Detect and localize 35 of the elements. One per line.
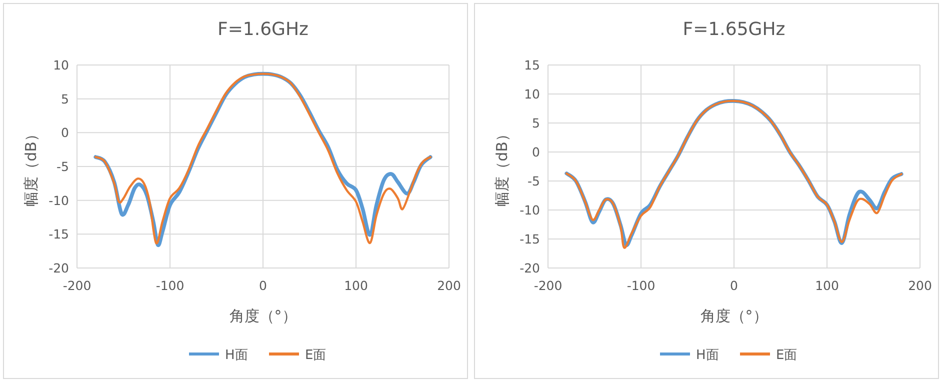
legend-label: E面 xyxy=(305,348,326,363)
ytick: -15 xyxy=(520,232,540,246)
xlabel: 角度（°） xyxy=(700,307,768,325)
ytick: 15 xyxy=(524,58,540,72)
ytick: 5 xyxy=(61,91,69,106)
xtick: -200 xyxy=(534,278,562,293)
ytick: -5 xyxy=(56,159,69,174)
ytick: -20 xyxy=(48,260,69,276)
ylabel: 幅度（dB） xyxy=(493,126,511,206)
xtick: -100 xyxy=(626,278,656,293)
title: F=1.65GHz xyxy=(682,19,786,40)
ytick: -20 xyxy=(520,260,540,276)
legend-label: H面 xyxy=(696,348,719,363)
ytick: -5 xyxy=(528,174,540,188)
ytick: 10 xyxy=(524,86,540,102)
xtick: 200 xyxy=(908,278,932,293)
legend-label: E面 xyxy=(776,348,798,363)
xlabel: 角度（°） xyxy=(229,307,297,325)
ytick: 0 xyxy=(532,144,540,160)
xtick: -200 xyxy=(62,278,92,293)
legend-label: H面 xyxy=(225,348,248,363)
xtick: 100 xyxy=(815,278,839,293)
xtick: 100 xyxy=(344,278,368,293)
ytick: -10 xyxy=(48,192,69,208)
ytick: -15 xyxy=(48,226,69,242)
xtick: 0 xyxy=(259,278,267,293)
ytick: 10 xyxy=(53,58,69,72)
ytick: 5 xyxy=(532,116,540,130)
xtick: 200 xyxy=(437,278,461,293)
ytick: 0 xyxy=(61,125,69,140)
xtick: 0 xyxy=(730,278,738,293)
xtick: -100 xyxy=(156,278,184,293)
title: F=1.6GHz xyxy=(218,19,308,40)
ytick: -10 xyxy=(520,202,540,218)
ylabel: 幅度（dB） xyxy=(22,126,40,206)
